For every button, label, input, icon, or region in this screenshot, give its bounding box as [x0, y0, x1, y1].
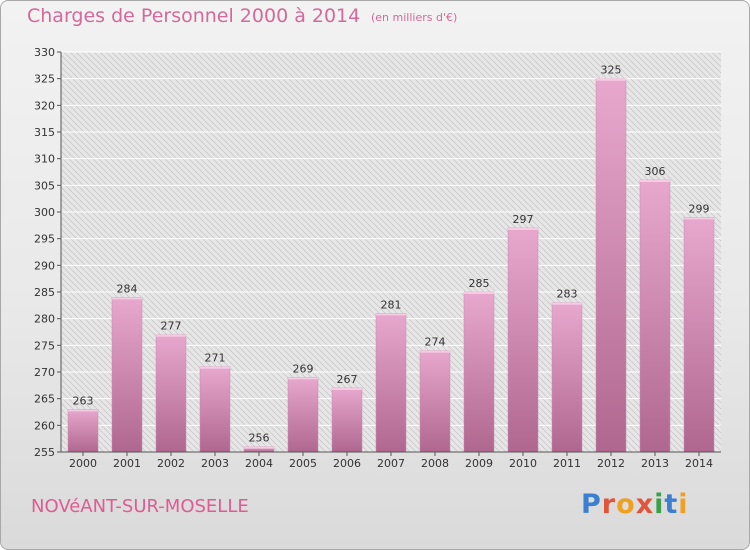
data-label: 269: [293, 362, 314, 375]
data-label: 263: [73, 394, 94, 407]
chart-unit: (en milliers d'€): [371, 11, 458, 24]
x-tick-label: 2000: [69, 457, 97, 470]
proxiti-logo[interactable]: Proxiti: [581, 489, 689, 520]
x-tick-label: 2004: [245, 457, 273, 470]
bar-highlight: [684, 217, 714, 220]
bar-2000[interactable]: [67, 409, 99, 453]
y-tick-label: 295: [34, 233, 55, 246]
bar-2014[interactable]: [683, 217, 715, 453]
data-label: 256: [249, 432, 270, 445]
place-name: NOVéANT-SUR-MOSELLE: [31, 496, 249, 517]
data-label: 299: [689, 202, 710, 215]
bar-2002[interactable]: [155, 334, 187, 453]
x-tick-label: 2007: [377, 457, 405, 470]
data-label: 274: [425, 336, 446, 349]
x-tick-label: 2003: [201, 457, 229, 470]
y-tick-label: 280: [34, 313, 55, 326]
x-tick-label: 2014: [685, 457, 713, 470]
y-tick-label: 305: [34, 179, 55, 192]
y-tick-label: 300: [34, 206, 55, 219]
data-label: 325: [601, 64, 622, 77]
bars: [67, 78, 715, 453]
y-tick-label: 285: [34, 286, 55, 299]
x-axis: 2000 2001 2002 2003 2004 2005 2006 2007 2008 2009…: [61, 451, 721, 470]
bar-2003[interactable]: [199, 366, 231, 453]
bar-highlight: [596, 78, 626, 81]
bar-highlight: [552, 302, 582, 305]
data-label: 297: [513, 213, 534, 226]
bar-2011[interactable]: [551, 302, 583, 453]
y-tick-label: 260: [34, 419, 55, 432]
x-tick-label: 2005: [289, 457, 317, 470]
bar-highlight: [200, 366, 230, 369]
x-tick-label: 2013: [641, 457, 669, 470]
data-label: 281: [381, 298, 402, 311]
bar-highlight: [288, 377, 318, 380]
y-tick-label: 315: [34, 126, 55, 139]
x-tick-label: 2008: [421, 457, 449, 470]
logo-letter: i: [678, 489, 689, 520]
y-tick-label: 255: [34, 446, 55, 459]
bar-highlight: [68, 409, 98, 412]
data-label: 285: [469, 277, 490, 290]
data-label: 267: [337, 373, 358, 386]
logo-letter: t: [664, 489, 679, 520]
bar-highlight: [156, 334, 186, 337]
bar-highlight: [376, 313, 406, 316]
bar-2009[interactable]: [463, 291, 495, 453]
bar-highlight: [244, 446, 274, 449]
y-tick-label: 290: [34, 259, 55, 272]
bar-highlight: [112, 297, 142, 300]
y-tick-label: 275: [34, 339, 55, 352]
data-label: 284: [117, 282, 138, 295]
bar-2008[interactable]: [419, 350, 451, 453]
logo-letter: i: [654, 489, 665, 520]
bar-highlight: [420, 350, 450, 353]
bar-highlight: [332, 388, 362, 390]
bar-2006[interactable]: [331, 387, 363, 453]
bar-2007[interactable]: [375, 313, 407, 453]
y-axis: 255 260 265 270 275 280 285 290 295 300 305 310 315 3…: [34, 46, 62, 459]
x-tick-label: 2006: [333, 457, 361, 470]
y-tick-label: 320: [34, 99, 55, 112]
logo-letter: x: [635, 489, 655, 520]
bar-2005[interactable]: [287, 377, 319, 453]
data-label: 271: [205, 352, 226, 365]
x-tick-label: 2012: [597, 457, 625, 470]
bar-2013[interactable]: [639, 179, 671, 453]
logo-letter: P: [581, 489, 602, 520]
bar-highlight: [508, 228, 538, 230]
y-tick-label: 330: [34, 46, 55, 59]
bar-highlight: [464, 292, 494, 294]
data-label: 306: [645, 165, 666, 178]
x-tick-label: 2009: [465, 457, 493, 470]
bar-highlight: [640, 180, 670, 182]
logo-letter: r: [601, 489, 617, 520]
x-tick-label: 2002: [157, 457, 185, 470]
logo-letter: o: [616, 489, 636, 520]
bar-2010[interactable]: [507, 227, 539, 453]
bar-2012[interactable]: [595, 78, 627, 453]
chart-title: Charges de Personnel 2000 à 2014: [27, 5, 361, 27]
y-tick-label: 270: [34, 366, 55, 379]
y-tick-label: 310: [34, 153, 55, 166]
x-tick-label: 2001: [113, 457, 141, 470]
y-tick-label: 325: [34, 73, 55, 86]
data-labels: 263 284 277 271 256 269 267 281 274 285 297 283 325 3…: [73, 64, 710, 445]
data-label: 283: [557, 288, 578, 301]
data-label: 277: [161, 320, 182, 333]
y-tick-label: 265: [34, 393, 55, 406]
x-tick-label: 2011: [553, 457, 581, 470]
bar-2001[interactable]: [111, 297, 143, 453]
x-tick-label: 2010: [509, 457, 537, 470]
